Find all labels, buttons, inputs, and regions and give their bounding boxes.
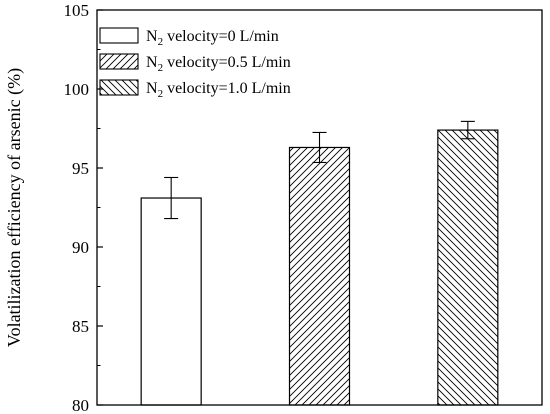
legend-swatch-2	[99, 53, 139, 70]
legend: N2 velocity=0 L/min N2 velocity=0.5 L/min…	[99, 27, 291, 100]
y-tick-label-105: 105	[64, 1, 90, 20]
y-tick-label-80: 80	[72, 396, 89, 414]
legend-label-1: N2 velocity=0 L/min	[146, 28, 279, 48]
legend-label-2: N2 velocity=0.5 L/min	[146, 54, 291, 74]
legend-item-1: N2 velocity=0 L/min	[99, 27, 279, 48]
bar-1	[140, 197, 202, 406]
legend-item-3: N2 velocity=1.0 L/min	[99, 79, 291, 100]
bar-2	[288, 146, 351, 406]
y-axis-title: Volatilization efficiency of arsenic (%)	[4, 68, 25, 347]
plot-frame	[96, 9, 543, 406]
y-tick-label-100: 100	[64, 80, 90, 99]
bar-3	[437, 129, 499, 406]
y-tick-label-90: 90	[72, 238, 89, 257]
bars	[140, 129, 499, 406]
legend-item-2: N2 velocity=0.5 L/min	[99, 53, 291, 74]
y-tick-label-85: 85	[72, 317, 89, 336]
y-axis-ticks: 80 85 90 95 100 105	[64, 1, 103, 414]
y-tick-label-95: 95	[72, 159, 89, 178]
legend-swatch-1	[99, 27, 139, 44]
legend-swatch-3	[99, 79, 139, 96]
error-bars	[164, 120, 475, 220]
legend-label-3: N2 velocity=1.0 L/min	[146, 80, 291, 100]
